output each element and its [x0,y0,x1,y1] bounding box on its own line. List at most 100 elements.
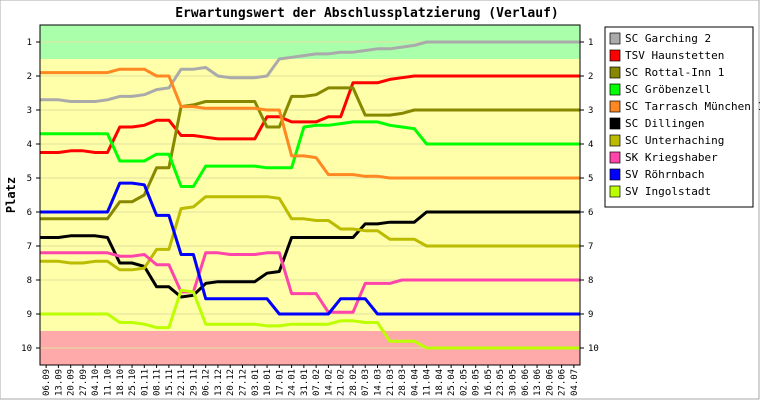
legend-swatch [609,100,621,113]
y-tick-label: 10 [21,344,32,354]
legend-label: SC Dillingen [625,117,704,130]
x-tick-label: 29.11 [189,369,199,396]
y-tick-label: 2 [27,72,32,82]
y-axis-left: 1 2 3 4 5 6 7 8 9 10 [21,38,40,354]
legend-swatch [609,168,621,181]
y-tick-label-right: 4 [588,140,593,150]
x-tick-label: 16.05 [484,369,494,396]
x-tick-label: 01.11 [140,369,150,396]
x-tick-label: 13.12 [214,369,224,396]
y-tick-label-right: 6 [588,208,593,218]
x-tick-label: 10.01 [263,369,273,396]
x-tick-label: 14.02 [324,369,334,396]
y-tick-label: 7 [27,242,32,252]
x-tick-label: 23.05 [496,369,506,396]
legend-label: SV Röhrnbach [625,168,704,181]
x-tick-label: 04.10 [91,369,101,396]
legend-label: SC Gröbenzell [625,83,711,96]
x-tick-label: 20.09 [67,369,77,396]
x-tick-label: 08.11 [153,369,163,396]
x-tick-label: 28.03 [398,369,408,396]
x-tick-label: 18.10 [116,369,126,396]
legend-swatch [609,49,621,62]
series-line-4 [40,67,580,180]
x-tick-label: 04.04 [410,369,420,396]
y-axis-label: Platz [4,177,18,213]
series-line-0 [40,40,580,103]
x-tick-label: 06.09 [42,369,52,396]
y-axis-right: 1 2 3 4 5 6 7 8 9 10 [580,38,599,354]
legend-swatch [609,117,621,130]
legend-label: TSV Haunstetten [625,49,724,62]
y-tick-label-right: 5 [588,174,593,184]
y-tick-label: 6 [27,208,32,218]
legend-swatch [609,32,621,45]
zone-band-1 [40,59,580,331]
x-tick-label: 24.01 [288,369,298,396]
x-tick-label: 02.05 [459,369,469,396]
legend-label: SK Kriegshaber [625,151,718,164]
legend-swatch [609,66,621,79]
plot-frame [39,24,581,366]
series-line-9 [40,288,580,350]
y-tick-label: 5 [27,174,32,184]
legend-box [604,26,754,208]
chart-title: Erwartungswert der Abschlussplatzierung … [175,6,559,21]
legend-swatch [609,83,621,96]
legend-label: SV Ingolstadt [625,185,711,198]
series-line-6 [40,195,580,272]
x-tick-label: 21.03 [386,369,396,396]
x-tick-label: 30.05 [509,369,519,396]
x-tick-label: 09.05 [472,369,482,396]
y-tick-label-right: 3 [588,106,593,116]
x-tick-label: 13.09 [54,369,64,396]
y-tick-label-right: 1 [588,38,593,48]
y-tick-label-right: 10 [588,344,599,354]
x-tick-label: 20.06 [545,369,555,396]
x-axis: 06.09 13.09 20.09 27.09 04.10 11.10 18.10 25.10… [42,365,580,396]
series-line-7 [40,251,580,314]
x-tick-label: 03.01 [251,369,261,396]
y-tick-label-right: 2 [588,72,593,82]
y-tick-label-right: 9 [588,310,593,320]
x-tick-label: 14.03 [374,369,384,396]
x-tick-label: 21.02 [337,369,347,396]
x-tick-label: 20.12 [226,369,236,396]
x-tick-label: 25.04 [447,369,457,396]
series-line-2 [40,86,580,221]
series-line-1 [40,74,580,154]
x-tick-label: 28.02 [349,369,359,396]
x-tick-label: 18.04 [435,369,445,396]
series-line-5 [40,210,580,299]
series-lines [40,40,580,350]
x-tick-label: 06.06 [521,369,531,396]
y-tick-label-right: 8 [588,276,593,286]
legend: SC Garching 2 TSV Haunstetten SC Rottal-In… [604,26,760,208]
x-tick-label: 22.11 [177,369,187,396]
x-tick-label: 07.02 [312,369,322,396]
legend-swatch [609,134,621,147]
legend-label: SC Tarrasch München 1 [625,100,760,113]
series-line-8 [40,181,580,316]
y-tick-label: 1 [27,38,32,48]
x-tick-label: 27.12 [239,369,249,396]
legend-label: SC Garching 2 [625,32,711,45]
x-tick-label: 27.06 [558,369,568,396]
y-tick-label-right: 7 [588,242,593,252]
legend-label: SC Rottal-Inn 1 [625,66,724,79]
x-tick-label: 27.09 [79,369,89,396]
x-tick-label: 17.01 [275,369,285,396]
x-tick-label: 11.04 [423,369,433,396]
y-tick-label: 3 [27,106,32,116]
series-line-3 [40,120,580,188]
legend-swatch [609,151,621,164]
x-tick-label: 06.12 [202,369,212,396]
x-tick-label: 25.10 [128,369,138,396]
y-tick-label: 4 [27,140,32,150]
x-tick-label: 13.06 [533,369,543,396]
y-tick-label: 8 [27,276,32,286]
y-tick-label: 9 [27,310,32,320]
x-tick-label: 04.07 [570,369,580,396]
x-tick-label: 15.11 [165,369,175,396]
